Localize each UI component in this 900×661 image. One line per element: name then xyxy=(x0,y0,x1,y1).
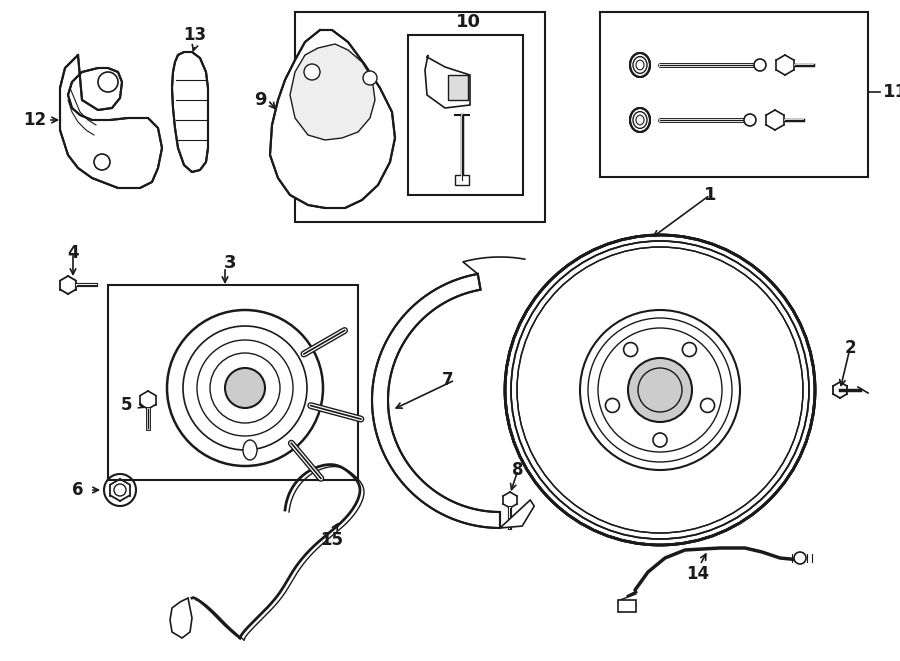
Bar xyxy=(618,600,636,612)
Circle shape xyxy=(794,552,806,564)
Polygon shape xyxy=(170,598,192,638)
Bar xyxy=(408,35,523,195)
Text: 1: 1 xyxy=(704,186,716,204)
Polygon shape xyxy=(500,500,535,528)
Circle shape xyxy=(304,64,320,80)
Bar xyxy=(600,12,868,177)
Text: 8: 8 xyxy=(512,461,524,479)
Text: 13: 13 xyxy=(184,26,207,44)
Circle shape xyxy=(744,114,756,126)
Text: 10: 10 xyxy=(455,13,481,31)
Circle shape xyxy=(754,59,766,71)
Circle shape xyxy=(225,368,265,408)
Circle shape xyxy=(167,310,323,466)
Bar xyxy=(108,285,358,480)
Text: 5: 5 xyxy=(121,396,131,414)
Text: 7: 7 xyxy=(442,371,454,389)
Circle shape xyxy=(700,399,715,412)
Circle shape xyxy=(628,358,692,422)
Text: 6: 6 xyxy=(72,481,84,499)
Polygon shape xyxy=(172,52,208,172)
Ellipse shape xyxy=(630,53,650,77)
Circle shape xyxy=(606,399,619,412)
Bar xyxy=(455,175,469,185)
Circle shape xyxy=(624,342,637,356)
Circle shape xyxy=(363,71,377,85)
Circle shape xyxy=(653,433,667,447)
Polygon shape xyxy=(270,30,395,208)
Polygon shape xyxy=(372,274,500,528)
Ellipse shape xyxy=(630,108,650,132)
Bar xyxy=(295,12,545,222)
Polygon shape xyxy=(60,55,162,188)
Circle shape xyxy=(94,154,110,170)
Text: 14: 14 xyxy=(687,565,709,583)
Polygon shape xyxy=(425,55,470,108)
Text: 9: 9 xyxy=(254,91,266,109)
Circle shape xyxy=(98,72,118,92)
Circle shape xyxy=(505,235,815,545)
Text: 11: 11 xyxy=(883,83,900,101)
Text: 4: 4 xyxy=(68,244,79,262)
Polygon shape xyxy=(290,44,375,140)
Ellipse shape xyxy=(243,440,257,460)
Bar xyxy=(448,75,468,100)
Text: 2: 2 xyxy=(844,339,856,357)
Text: 12: 12 xyxy=(23,111,47,129)
Text: 3: 3 xyxy=(224,254,236,272)
Circle shape xyxy=(682,342,697,356)
Circle shape xyxy=(104,474,136,506)
Text: 15: 15 xyxy=(320,531,344,549)
